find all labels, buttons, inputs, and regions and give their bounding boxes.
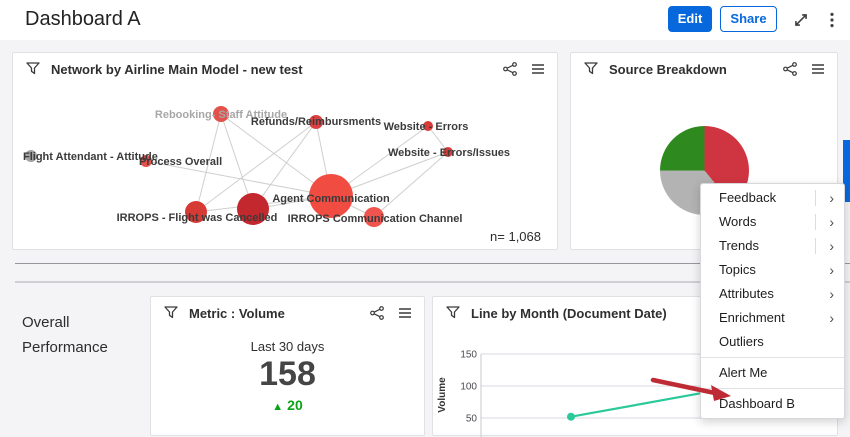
- menu-divider: [701, 388, 844, 389]
- section-divider: [15, 263, 850, 264]
- edit-button[interactable]: Edit: [668, 6, 712, 32]
- menu-item-label: Words: [719, 214, 757, 229]
- filter-icon[interactable]: [26, 62, 40, 80]
- widget-title: Network by Airline Main Model - new test: [51, 62, 303, 77]
- submenu-chevron-icon: ›: [829, 238, 834, 254]
- menu-item-label: Outliers: [719, 334, 764, 349]
- widget-title: Metric : Volume: [189, 306, 285, 321]
- y-tick-label: 150: [460, 350, 477, 361]
- menu-item-label: Dashboard B: [719, 396, 795, 411]
- network-node-irb[interactable]: [237, 193, 269, 225]
- delta-value: 20: [287, 397, 303, 413]
- menu-item-feedback[interactable]: Feedback ›: [701, 186, 844, 210]
- page-title: Dashboard A: [25, 8, 141, 30]
- menu-item-label: Feedback: [719, 190, 777, 205]
- menu-item-outliers[interactable]: Outliers: [701, 330, 844, 354]
- expand-icon[interactable]: [792, 11, 810, 29]
- network-node-ag[interactable]: [309, 174, 353, 218]
- metric-value: 158: [259, 355, 316, 393]
- sample-size-label: n= 1,068: [490, 229, 541, 244]
- menu-group-divider: [815, 190, 816, 206]
- delta-up-icon: ▲: [272, 401, 284, 413]
- menu-item-label: Alert Me: [719, 365, 768, 380]
- network-node-we[interactable]: [423, 121, 433, 131]
- menu-item-label: Enrichment: [719, 310, 785, 325]
- share-widget-icon[interactable]: [503, 62, 517, 81]
- network-edge: [220, 113, 332, 197]
- context-menu: Feedback › Words › Trends › Topics › Attributes ›…: [700, 183, 845, 419]
- y-tick-label: 50: [466, 414, 478, 425]
- network-node-ira[interactable]: [185, 201, 207, 223]
- share-widget-icon[interactable]: [783, 62, 797, 81]
- menu-item-label: Attributes: [719, 286, 774, 301]
- network-node-ref[interactable]: [309, 115, 323, 129]
- network-node-fa[interactable]: [25, 150, 37, 162]
- network-node-label: Website - Errors: [384, 121, 469, 133]
- section-label: Overall Performance: [22, 314, 108, 356]
- network-node-po[interactable]: [140, 155, 152, 167]
- network-widget: Network by Airline Main Model - new test…: [12, 52, 558, 250]
- y-axis-label: Volume: [437, 377, 448, 413]
- clipped-blue-element: [843, 140, 850, 202]
- app-header: Dashboard A Edit Share: [0, 0, 850, 40]
- submenu-chevron-icon: ›: [829, 214, 834, 230]
- network-node-label: Agent Communication: [272, 193, 390, 205]
- network-node-label: Flight Attendant - Attitude: [23, 151, 158, 163]
- menu-item-label: Trends: [719, 238, 759, 253]
- menu-item-alert-me[interactable]: Alert Me: [701, 361, 844, 385]
- widget-title: Line by Month (Document Date): [471, 306, 667, 321]
- data-point[interactable]: [567, 412, 575, 421]
- filter-icon[interactable]: [446, 306, 460, 324]
- network-edge: [195, 121, 317, 213]
- filter-icon[interactable]: [584, 62, 598, 80]
- widget-menu-icon[interactable]: [531, 62, 545, 81]
- network-edge: [220, 113, 254, 210]
- network-edge: [427, 125, 449, 153]
- metric-delta: ▲ 20: [151, 397, 424, 413]
- metric-period-label: Last 30 days: [250, 339, 325, 354]
- submenu-chevron-icon: ›: [829, 286, 834, 302]
- kebab-menu-icon[interactable]: [823, 11, 841, 29]
- menu-item-label: Topics: [719, 262, 756, 277]
- widget-title: Source Breakdown: [609, 62, 727, 77]
- network-node-label: Rebooking- Staff Attitude: [155, 109, 287, 121]
- y-tick-label: 100: [460, 382, 477, 393]
- menu-item-words[interactable]: Words ›: [701, 210, 844, 234]
- network-edge: [252, 121, 317, 210]
- menu-item-dashboard-b[interactable]: Dashboard B: [701, 392, 844, 416]
- network-node-label: IRROPS Communication Channel: [288, 213, 463, 225]
- submenu-chevron-icon: ›: [829, 262, 834, 278]
- filter-icon[interactable]: [164, 306, 178, 324]
- submenu-chevron-icon: ›: [829, 310, 834, 326]
- share-button[interactable]: Share: [720, 6, 777, 32]
- share-widget-icon[interactable]: [370, 306, 384, 325]
- menu-group-divider: [815, 238, 816, 254]
- menu-item-topics[interactable]: Topics ›: [701, 258, 844, 282]
- network-node-label: Process Overall: [139, 156, 222, 168]
- network-node-label: Website - Errors/Issues: [388, 147, 510, 159]
- network-chart[interactable]: Rebooking- Staff AttitudeRefunds/Reimbur…: [13, 87, 557, 247]
- metric-widget: Metric : Volume Last 30 days 158 ▲ 20: [150, 296, 425, 436]
- network-node-label: Refunds/Reimbursments: [251, 116, 381, 128]
- menu-divider: [701, 357, 844, 358]
- network-node-wei[interactable]: [443, 147, 453, 157]
- network-edge: [145, 160, 332, 197]
- network-edge: [195, 113, 222, 213]
- menu-item-trends[interactable]: Trends ›: [701, 234, 844, 258]
- menu-item-attributes[interactable]: Attributes ›: [701, 282, 844, 306]
- network-node-label: IRROPS - Flight was Cancelled: [117, 212, 278, 224]
- network-node-ch[interactable]: [364, 207, 384, 227]
- network-edge: [373, 151, 449, 218]
- network-node-reb[interactable]: [213, 106, 229, 122]
- widget-menu-icon[interactable]: [398, 306, 412, 325]
- submenu-chevron-icon: ›: [829, 190, 834, 206]
- menu-item-enrichment[interactable]: Enrichment ›: [701, 306, 844, 330]
- menu-group-divider: [815, 214, 816, 230]
- section-divider: [15, 281, 850, 283]
- widget-menu-icon[interactable]: [811, 62, 825, 81]
